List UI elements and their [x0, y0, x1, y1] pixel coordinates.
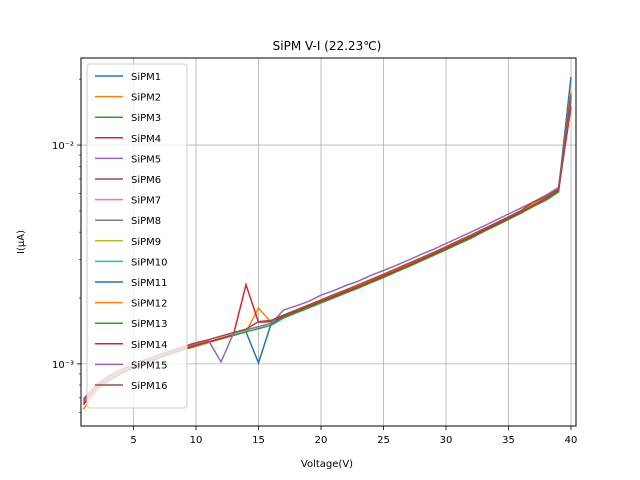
- x-tick-label: 30: [440, 435, 453, 446]
- legend-label: SiPM1: [131, 72, 161, 83]
- legend: SiPM1 SiPM2 SiPM3 SiPM4 SiPM5 SiPM6 SiPM7 SiPM8…: [86, 63, 188, 409]
- legend-label: SiPM13: [131, 319, 168, 330]
- legend-label: SiPM11: [131, 278, 168, 289]
- legend-label: SiPM10: [131, 257, 168, 268]
- legend-label: SiPM5: [131, 154, 161, 165]
- legend-label: SiPM3: [131, 113, 161, 124]
- y-tick-label: 10⁻²: [52, 141, 74, 152]
- legend-box: [86, 63, 188, 409]
- y-axis-label: I(μA): [16, 230, 27, 254]
- legend-label: SiPM9: [131, 237, 161, 248]
- x-axis-label: Voltage(V): [301, 459, 353, 470]
- y-tick-label: 10⁻³: [52, 360, 74, 371]
- legend-label: SiPM6: [131, 175, 161, 186]
- legend-label: SiPM8: [131, 216, 161, 227]
- legend-label: SiPM12: [131, 299, 168, 310]
- x-tick-label: 5: [130, 435, 136, 446]
- ticks: 5 10 15 20 25 30 35 40 10⁻³ 10⁻²: [52, 78, 578, 446]
- x-tick-label: 15: [252, 435, 265, 446]
- x-tick-label: 40: [565, 435, 578, 446]
- axes-frame: [80, 57, 577, 427]
- legend-label: SiPM7: [131, 196, 161, 207]
- legend-label: SiPM16: [131, 381, 168, 392]
- legend-label: SiPM14: [131, 340, 168, 351]
- chart-title: SiPM V-I (22.23℃): [273, 39, 382, 53]
- x-tick-label: 25: [377, 435, 390, 446]
- legend-label: SiPM4: [131, 134, 161, 145]
- x-tick-label: 35: [502, 435, 515, 446]
- legend-label: SiPM15: [131, 360, 168, 371]
- legend-label: SiPM2: [131, 93, 161, 104]
- x-tick-label: 10: [190, 435, 203, 446]
- x-tick-label: 20: [315, 435, 328, 446]
